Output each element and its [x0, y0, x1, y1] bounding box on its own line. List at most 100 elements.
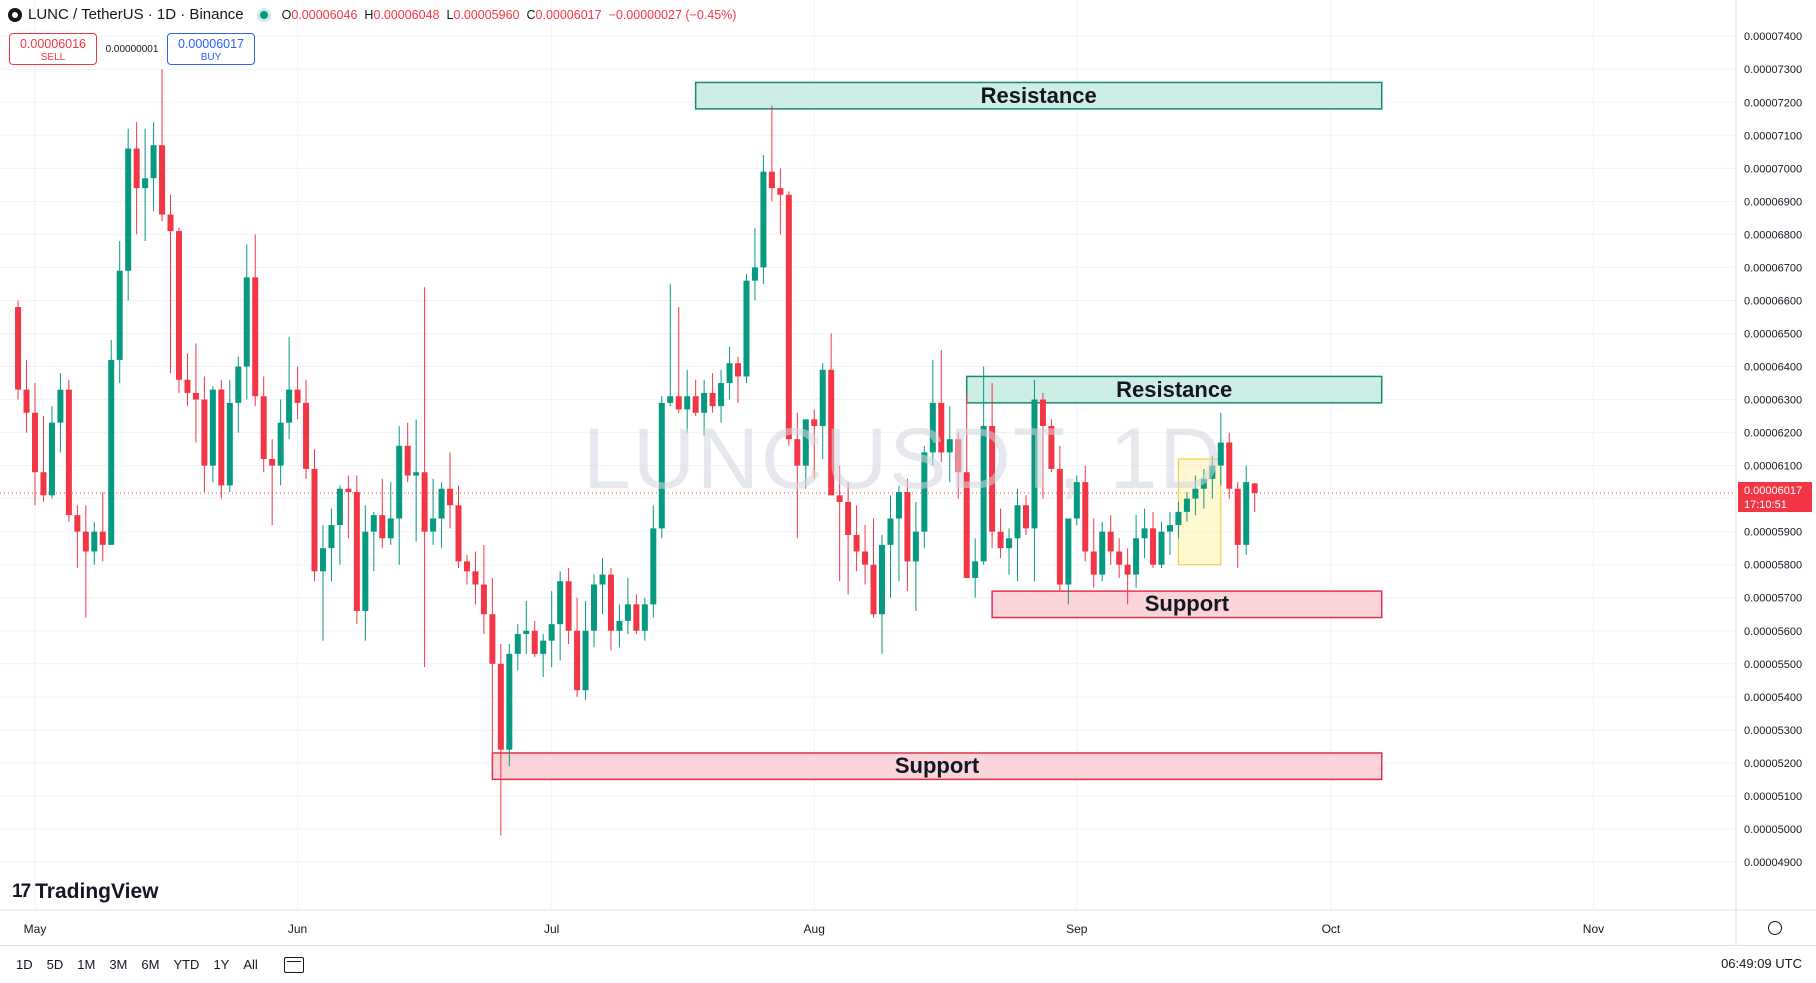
candle-up: [582, 630, 589, 691]
candle-down: [785, 194, 792, 440]
time-tick-label: Jun: [288, 922, 307, 936]
price-tick-label: 0.00007000: [1744, 163, 1802, 175]
candle-up: [879, 544, 885, 615]
candle-up: [116, 270, 123, 360]
candle-down: [777, 188, 784, 195]
low-value: 0.00005960: [453, 7, 520, 22]
symbol-title[interactable]: LUNC / TetherUS · 1D · Binance: [28, 6, 244, 23]
sell-button[interactable]: 0.00006016 SELL: [9, 33, 97, 65]
candle-down: [252, 277, 259, 397]
candle-up: [277, 422, 284, 466]
candle-down: [159, 145, 166, 215]
candle-down: [489, 614, 496, 664]
candle-up: [438, 488, 445, 519]
candle-up: [142, 178, 149, 189]
time-tick-label: Aug: [804, 922, 825, 936]
candle-up: [91, 531, 98, 552]
candle-up: [125, 148, 132, 271]
candle-down: [294, 389, 301, 403]
tradingview-mark-icon: 17: [12, 881, 31, 902]
range-1d[interactable]: 1D: [16, 957, 33, 972]
candle-up: [887, 518, 894, 545]
tradingview-wordmark: TradingView: [35, 880, 159, 903]
buy-button[interactable]: 0.00006017 BUY: [167, 33, 255, 65]
range-3m[interactable]: 3M: [109, 957, 128, 972]
candle-down: [845, 501, 852, 535]
candle-down: [463, 561, 470, 572]
candle-up: [430, 518, 437, 532]
candle-up: [514, 634, 521, 654]
candle-down: [1022, 505, 1029, 529]
range-6m[interactable]: 6M: [141, 957, 160, 972]
bottom-toolbar: 1D 5D 1M 3M 6M YTD 1Y All 06:49:09 UTC: [0, 945, 1816, 983]
candle-down: [1039, 399, 1046, 426]
candle-down: [853, 534, 860, 552]
candle-down: [404, 445, 411, 476]
candle-up: [540, 640, 547, 654]
range-1m[interactable]: 1M: [77, 957, 96, 972]
candle-up: [1073, 482, 1080, 519]
tradingview-logo[interactable]: 17 TradingView: [12, 880, 158, 904]
candle-down: [1150, 528, 1157, 565]
bar-countdown: 17:10:51: [1744, 499, 1787, 512]
candle-up: [1141, 528, 1148, 539]
range-1y[interactable]: 1Y: [213, 957, 230, 972]
open-value: 0.00006046: [291, 7, 358, 22]
low-label: L: [446, 7, 454, 22]
candle-down: [1048, 425, 1055, 469]
candle-down: [1116, 551, 1123, 565]
price-tick-label: 0.00006300: [1744, 395, 1802, 407]
chart-grid: [0, 0, 1816, 945]
candle-up: [624, 604, 631, 621]
candle-down: [735, 363, 742, 377]
candle-up: [506, 653, 513, 750]
price-tick-label: 0.00007100: [1744, 130, 1802, 142]
sell-price: 0.00006016: [19, 37, 87, 51]
price-chart[interactable]: 0.00004900 0.00005000 0.00005100 0.00005200…: [0, 0, 1816, 945]
gear-icon[interactable]: [1768, 921, 1782, 935]
candle-up: [921, 452, 928, 532]
close-label: C: [526, 7, 536, 22]
utc-clock[interactable]: 06:49:09 UTC: [1721, 956, 1802, 971]
candle-down: [811, 419, 818, 426]
candle-up: [1209, 465, 1216, 479]
price-tick-label: 0.00005100: [1744, 791, 1802, 803]
candle-up: [980, 425, 987, 562]
price-tick-label: 0.00005600: [1744, 626, 1802, 638]
candle-up: [972, 561, 979, 578]
price-tick-label: 0.00005800: [1744, 560, 1802, 572]
resistance-label-upper: Resistance: [980, 82, 1097, 108]
price-tick-label: 0.00007400: [1744, 31, 1802, 43]
price-tick-label: 0.00005500: [1744, 659, 1802, 671]
price-axis[interactable]: 0.00004900 0.00005000 0.00005100 0.00005200…: [1744, 31, 1802, 869]
candle-down: [480, 584, 487, 615]
candle-up: [929, 402, 936, 453]
candle-up: [413, 472, 420, 476]
candle-down: [447, 488, 454, 506]
candle-up: [1133, 538, 1140, 575]
support-label-upper: Support: [1144, 591, 1230, 617]
candle-up: [895, 492, 902, 519]
candle-down: [353, 492, 360, 611]
time-tick-label: Nov: [1583, 922, 1604, 936]
calendar-range-icon[interactable]: [283, 956, 304, 973]
candle-down: [218, 389, 225, 486]
price-tick-label: 0.00006700: [1744, 262, 1802, 274]
candle-up: [819, 369, 826, 426]
timeframe-buttons: 1D 5D 1M 3M 6M YTD 1Y All: [16, 957, 258, 972]
range-ytd[interactable]: YTD: [173, 957, 200, 972]
candle-down: [1082, 482, 1089, 552]
range-5d[interactable]: 5D: [46, 957, 64, 972]
close-value: 0.00006017: [535, 7, 602, 22]
candle-down: [1107, 531, 1114, 552]
candle-down: [709, 392, 716, 407]
candle-up: [557, 581, 564, 625]
candle-up: [226, 402, 233, 486]
candle-up: [387, 518, 394, 539]
trade-panel: 0.00006016 SELL 0.00000001 0.00006017 BU…: [9, 33, 255, 65]
candle-up: [641, 604, 648, 631]
range-all[interactable]: All: [243, 957, 258, 972]
candle-down: [32, 412, 38, 473]
time-axis[interactable]: May Jun Jul Aug Sep Oct Nov: [24, 922, 1604, 936]
price-tick-label: 0.00007200: [1744, 97, 1802, 109]
